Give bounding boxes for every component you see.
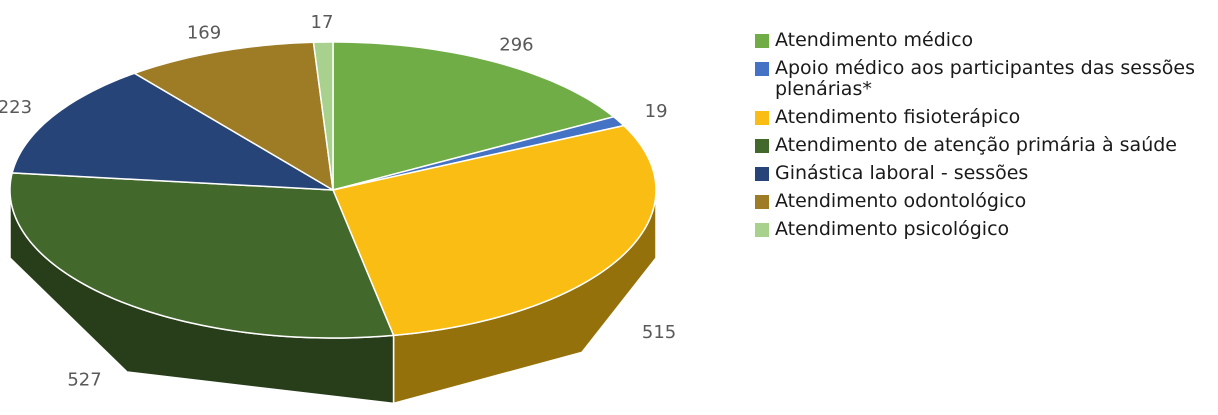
legend-label: Atendimento psicológico (775, 218, 1010, 240)
legend-label: Apoio médico aos participantes das sessõ… (775, 57, 1195, 100)
slice (9, 172, 395, 339)
legend-swatch (755, 223, 769, 237)
legend-label: Ginástica laboral - sessões (775, 162, 1029, 184)
legend-label: Atendimento odontológico (775, 190, 1027, 212)
slice (312, 41, 334, 191)
legend-item: Atendimento odontológico (755, 191, 1195, 212)
slice (332, 41, 616, 191)
legend-swatch (755, 167, 769, 181)
legend-item: Atendimento de atenção primária à saúde (755, 135, 1195, 156)
legend-label: Atendimento médico (775, 29, 974, 51)
data-label: 296 (499, 34, 533, 55)
data-label: 527 (67, 369, 101, 390)
legend-swatch (755, 195, 769, 209)
legend-label: Atendimento fisioterápico (775, 106, 1021, 128)
data-label: 223 (0, 97, 32, 118)
legend-swatch (755, 111, 769, 125)
data-label: 17 (311, 12, 334, 33)
legend-item: Apoio médico aos participantes das sessõ… (755, 58, 1195, 100)
data-label: 19 (645, 101, 668, 122)
legend-item: Atendimento fisioterápico (755, 107, 1195, 128)
legend-swatch (755, 139, 769, 153)
legend: Atendimento médico Apoio médico aos parti… (755, 30, 1195, 247)
slice (11, 72, 334, 191)
slice (331, 124, 657, 337)
slice (132, 41, 334, 192)
legend-item: Ginástica laboral - sessões (755, 163, 1195, 184)
legend-swatch (755, 34, 769, 48)
pie-area: 296 19 515 527 223 169 17 (0, 12, 676, 405)
legend-swatch (755, 62, 769, 76)
legend-item: Atendimento psicológico (755, 219, 1195, 240)
legend-item: Atendimento médico (755, 30, 1195, 51)
data-label: 169 (187, 23, 221, 44)
data-label: 515 (642, 322, 676, 343)
legend-label: Atendimento de atenção primária à saúde (775, 134, 1177, 156)
